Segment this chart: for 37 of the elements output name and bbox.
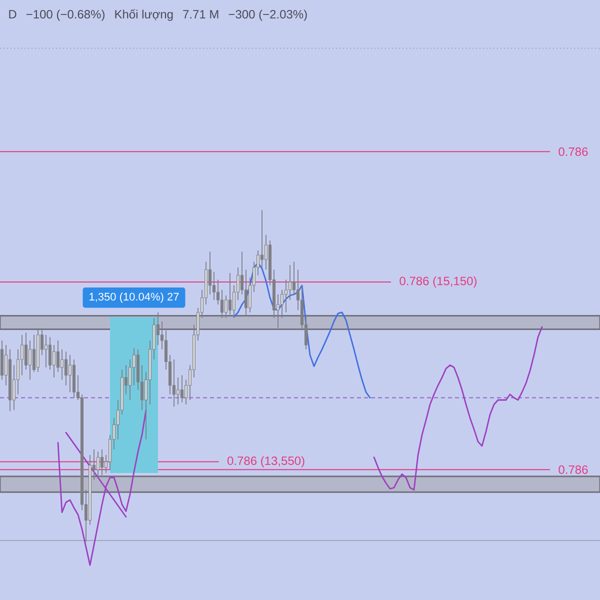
candlestick <box>244 269 248 316</box>
candlestick <box>180 374 184 403</box>
candlestick <box>48 336 52 370</box>
annotation: 7.71 M <box>183 10 218 18</box>
annotation: −100 (−0.68%) <box>26 10 104 21</box>
candlestick <box>68 354 72 393</box>
candlestick <box>28 340 32 380</box>
candlestick <box>176 377 180 405</box>
ref-line-label: 0.786 (15,150) <box>400 276 476 288</box>
annotation: 0.786 <box>558 147 588 156</box>
candlestick <box>64 351 68 386</box>
annotation: D <box>9 10 16 18</box>
candlestick <box>24 332 28 370</box>
candlestick <box>20 334 24 376</box>
candlestick <box>288 264 292 300</box>
candlestick <box>212 271 216 300</box>
candlestick <box>224 295 228 318</box>
candlestick <box>100 448 104 476</box>
candlestick <box>284 279 288 313</box>
candlestick <box>280 289 284 318</box>
candlestick <box>172 359 176 408</box>
candlestick <box>52 344 56 378</box>
candlestick <box>44 334 48 368</box>
annotation: Khối lượng <box>115 9 173 21</box>
candlestick <box>220 289 224 318</box>
candlestick <box>132 348 136 386</box>
candlestick <box>32 334 36 372</box>
candlestick <box>228 272 232 316</box>
candlestick <box>60 348 64 380</box>
candlestick <box>56 340 60 372</box>
annotation: 1,350 (10.04%) 27 <box>90 292 179 303</box>
candlestick <box>260 210 264 268</box>
candlestick <box>208 251 212 295</box>
candlestick <box>96 451 100 478</box>
ref-line-label: 0.786 (13,550) <box>227 456 304 468</box>
annotation: −300 (−2.03%) <box>228 10 307 21</box>
annotation: 0.786 <box>558 465 588 474</box>
